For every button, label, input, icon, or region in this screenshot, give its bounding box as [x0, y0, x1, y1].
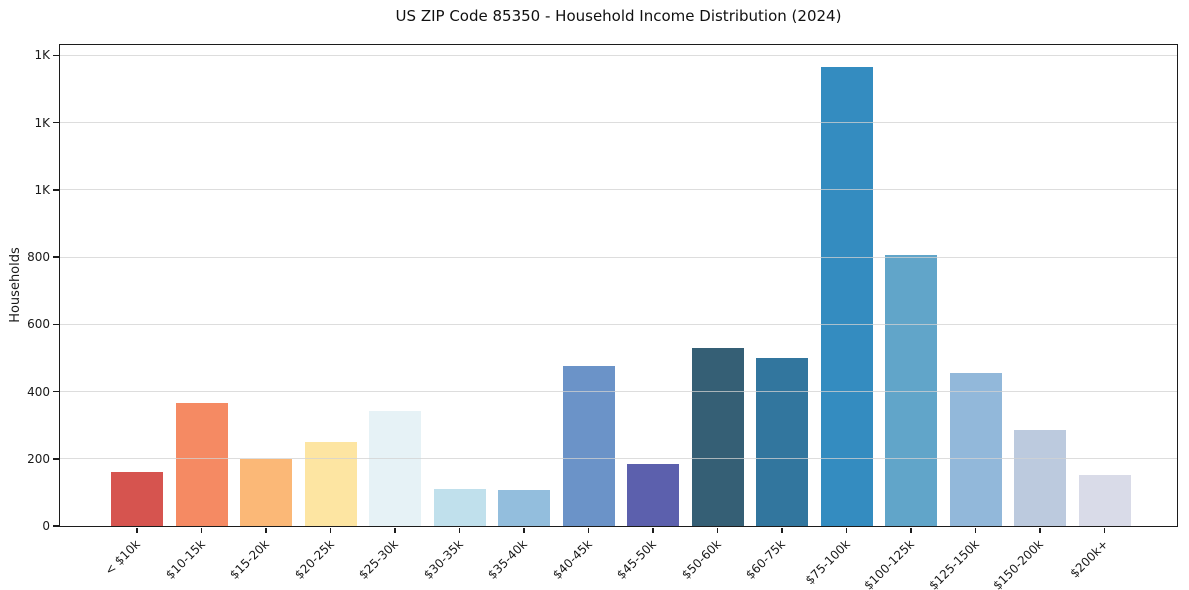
gridline-y-1000 [60, 189, 1177, 191]
bar-25-30k [369, 410, 421, 526]
y-tick-400 [53, 390, 59, 393]
y-tick-label-600: 600 [27, 317, 50, 332]
x-tick-12 [845, 528, 848, 533]
bar-200k [1078, 474, 1131, 526]
y-tick-label-1400: 1K [34, 48, 50, 63]
bar-150-200k [1014, 429, 1066, 526]
gridline-y-400 [60, 391, 1177, 393]
y-tick-800 [53, 256, 59, 258]
x-tick-3 [265, 528, 267, 533]
y-tick-label-800: 800 [27, 250, 50, 265]
bar-125-150k [949, 373, 1002, 526]
x-tick-1 [136, 528, 138, 533]
x-tick-15 [1039, 528, 1041, 533]
y-tick-0 [53, 525, 59, 527]
bar-45-50k [627, 463, 679, 526]
bar-15-20k [240, 458, 292, 526]
x-tick-4 [329, 528, 332, 533]
gridline-y-600 [60, 323, 1177, 325]
x-tick-10 [716, 528, 719, 533]
y-tick-1000 [53, 189, 59, 191]
y-tick-600 [53, 323, 59, 326]
x-tick-2 [200, 528, 203, 533]
bar-10-15k [175, 403, 228, 526]
y-tick-label-1000: 1K [34, 182, 50, 197]
y-tick-1200 [53, 121, 59, 124]
x-tick-label-10k: < $10k [102, 537, 143, 578]
bar-60-75k [756, 357, 808, 526]
x-tick-11 [781, 528, 783, 533]
y-tick-1400 [53, 54, 59, 57]
plot-area: 0 200 400 600 800 1K 1K 1K < $10k $10-15k $15-20k $… [27, 44, 1178, 590]
bar-100-125k [885, 255, 937, 526]
y-tick-200 [53, 458, 59, 460]
gridline-y-1200 [60, 122, 1177, 124]
x-tick-6 [458, 528, 461, 533]
x-tick-13 [910, 528, 912, 533]
x-tick-14 [974, 528, 977, 533]
bar-40-45k [562, 366, 615, 526]
y-tick-label-1200: 1K [34, 115, 50, 130]
gridline-y-800 [60, 256, 1177, 258]
x-tick-7 [523, 528, 525, 533]
chart-title: US ZIP Code 85350 - Household Income Dis… [395, 7, 842, 25]
bar-35-40k [498, 490, 550, 526]
x-tick-5 [394, 528, 396, 533]
bar-75-100k [820, 67, 873, 526]
x-tick-9 [652, 528, 654, 533]
x-tick-8 [587, 528, 590, 533]
x-tick-16 [1103, 528, 1106, 533]
y-tick-label-0: 0 [42, 519, 50, 533]
gridline-y-200 [60, 458, 1177, 460]
bar-50-60k [691, 347, 744, 526]
bar-10k [111, 472, 163, 526]
bar-20-25k [304, 441, 357, 526]
bar-30-35k [433, 489, 486, 526]
y-tick-label-200: 200 [27, 451, 50, 466]
gridline-y-1400 [60, 54, 1177, 56]
y-tick-label-400: 400 [27, 384, 50, 399]
